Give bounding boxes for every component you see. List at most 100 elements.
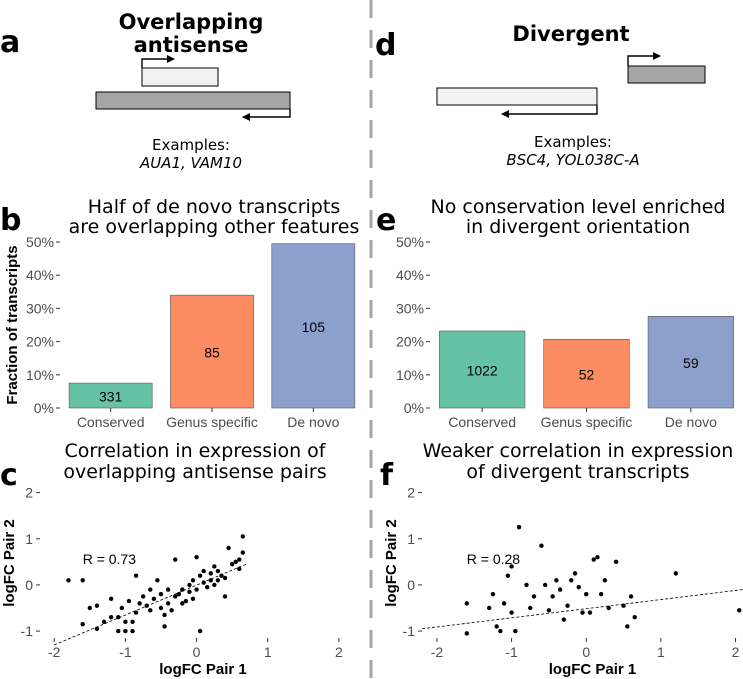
x-tick-label: 2 xyxy=(732,644,740,660)
y-tick-label: 2 xyxy=(25,485,33,501)
y-tick-label: 2 xyxy=(407,485,415,501)
data-point xyxy=(162,612,167,618)
panel-letter-c: c xyxy=(0,458,18,493)
data-point xyxy=(176,591,181,597)
y-tick-label: 10% xyxy=(396,367,424,383)
data-point xyxy=(498,628,503,634)
antisense-tss-arrow xyxy=(141,55,175,68)
data-point xyxy=(550,594,555,599)
data-point xyxy=(173,594,178,599)
data-point xyxy=(148,608,153,613)
panel-a-title-line2: antisense xyxy=(134,33,249,57)
data-point xyxy=(165,587,171,592)
data-point xyxy=(197,573,203,578)
y-tick-label: 50% xyxy=(396,234,424,250)
data-point xyxy=(554,578,559,583)
data-point xyxy=(87,605,93,611)
data-point xyxy=(137,601,142,606)
data-point xyxy=(621,603,626,608)
data-point xyxy=(133,610,139,615)
bar-de-novo xyxy=(271,243,356,409)
data-point xyxy=(539,543,544,548)
data-point xyxy=(509,564,514,569)
data-point xyxy=(509,610,514,615)
data-point xyxy=(212,582,217,588)
data-point xyxy=(572,571,578,576)
data-point xyxy=(208,578,213,583)
data-point xyxy=(66,578,71,583)
data-point xyxy=(133,573,139,578)
data-point xyxy=(226,545,231,551)
data-point xyxy=(130,619,135,625)
y-tick-label: -1 xyxy=(21,623,34,639)
correlation-annotation: R = 0.28 xyxy=(467,551,521,567)
data-point xyxy=(632,615,637,620)
data-point xyxy=(587,610,593,615)
data-point xyxy=(116,615,121,620)
data-point xyxy=(194,587,199,592)
data-point xyxy=(584,591,589,597)
data-point xyxy=(183,598,189,604)
chart-title-line1: Weaker correlation in expression xyxy=(423,440,734,462)
divergent-transcript-tss-arrow xyxy=(501,105,598,118)
y-tick-label: 1 xyxy=(25,531,33,547)
chart-title-line2: overlapping antisense pairs xyxy=(63,461,326,483)
panel-a-examples: AUA1, VAM10 xyxy=(139,154,242,172)
chart-title-line2: are overlapping other features xyxy=(69,216,360,238)
data-point xyxy=(240,550,246,555)
x-tick-label: De novo xyxy=(665,414,717,430)
data-point xyxy=(151,596,157,601)
x-axis-label: logFC Pair 1 xyxy=(549,661,637,678)
regression-line xyxy=(421,589,743,630)
data-point xyxy=(215,578,221,583)
data-point xyxy=(737,608,742,613)
regression-line xyxy=(54,563,247,646)
x-tick-label: 1 xyxy=(657,644,665,660)
data-point xyxy=(130,628,135,634)
data-point xyxy=(212,564,217,569)
correlation-annotation: R = 0.73 xyxy=(83,551,137,567)
bar-conserved xyxy=(439,330,526,409)
data-point xyxy=(546,608,552,613)
data-point xyxy=(222,594,228,599)
data-point xyxy=(531,594,537,599)
x-tick-label: 2 xyxy=(335,644,343,660)
data-point xyxy=(219,573,224,578)
data-point xyxy=(187,582,192,588)
data-point xyxy=(165,601,171,606)
divergent-gene-box xyxy=(627,65,706,84)
data-point xyxy=(80,621,85,627)
scatter-chart-c: Correlation in expression ofoverlapping … xyxy=(1,440,343,678)
y-tick-label: 0% xyxy=(404,400,424,416)
x-tick-label: Genus specific xyxy=(541,414,633,430)
data-point xyxy=(173,557,178,562)
panel-letter-e: e xyxy=(376,203,396,238)
x-tick-label: De novo xyxy=(287,414,339,430)
data-point xyxy=(194,555,199,560)
data-point xyxy=(569,578,574,583)
bar-de-novo xyxy=(647,316,734,409)
data-point xyxy=(576,585,581,590)
panel-d-examples-label: Examples: xyxy=(534,133,612,151)
data-point xyxy=(148,587,153,592)
data-point xyxy=(542,582,548,588)
x-tick-label: -1 xyxy=(505,644,518,660)
bar-count-label: 331 xyxy=(99,389,123,405)
data-point xyxy=(94,626,100,631)
data-point xyxy=(561,617,567,622)
x-tick-label: Conserved xyxy=(77,414,145,430)
y-tick-label: 40% xyxy=(26,267,54,283)
data-point xyxy=(501,601,507,606)
data-point xyxy=(516,525,522,530)
x-tick-label: -1 xyxy=(119,644,132,660)
divergent-transcript-box xyxy=(436,87,598,106)
y-tick-label: 0 xyxy=(407,577,415,593)
x-tick-label: 0 xyxy=(582,644,590,660)
data-point xyxy=(237,557,242,562)
data-point xyxy=(119,605,125,611)
bar-conserved xyxy=(68,382,153,409)
data-point xyxy=(528,605,533,611)
data-point xyxy=(222,575,228,581)
